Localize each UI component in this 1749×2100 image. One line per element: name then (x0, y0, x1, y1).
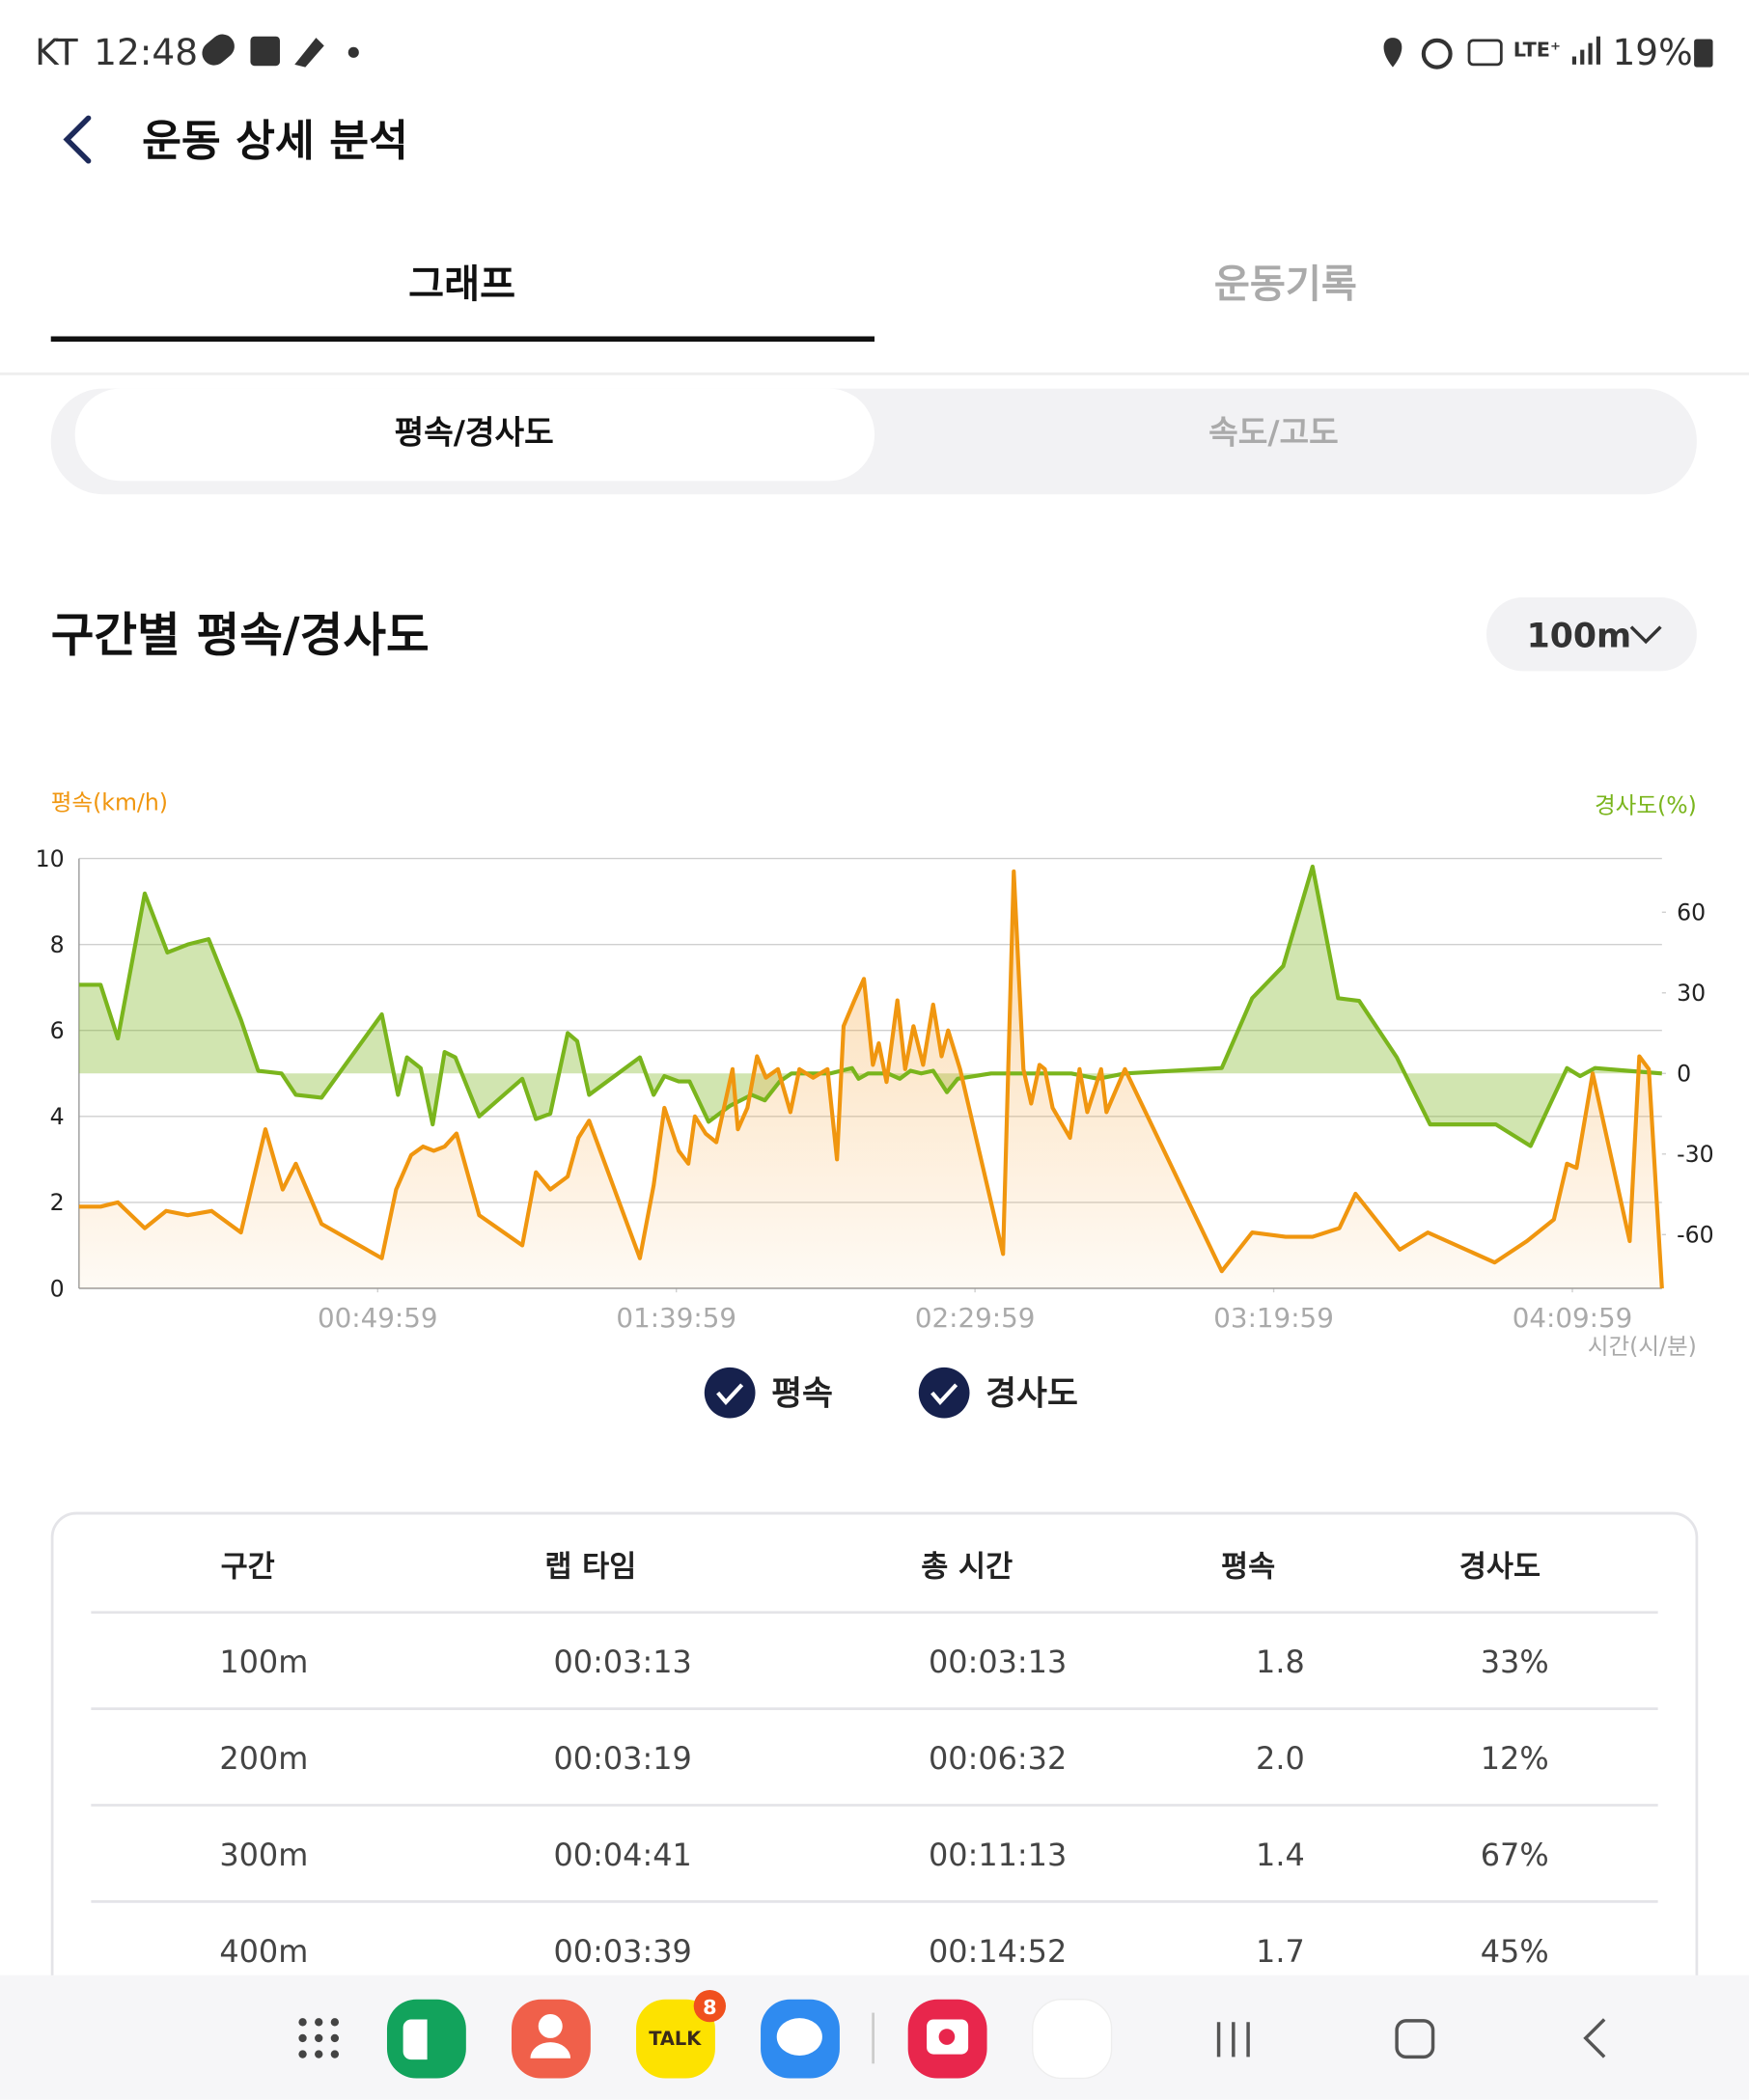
x-tick-label: 01:39:59 (616, 1302, 736, 1334)
y2-tick-label: -60 (1677, 1222, 1714, 1249)
cell: 1.8 (1256, 1644, 1305, 1680)
x-tick-label: 00:49:59 (318, 1302, 438, 1334)
cell: 1.4 (1256, 1837, 1305, 1873)
cell: 00:04:41 (554, 1837, 692, 1873)
chart: 평속(km/h) 경사도(%) 시간(시/분) 0 2 4 6 8 10 60 30 0 -30 -60 0… (36, 789, 1714, 1419)
line (78, 869, 1664, 1289)
battery-level: 19% (1612, 31, 1692, 73)
cell: 00:06:32 (929, 1740, 1067, 1777)
segment-selected (74, 388, 875, 482)
y-tick-label: 0 (50, 1275, 65, 1302)
cell: 300m (219, 1837, 308, 1873)
y-tick-label: 8 (50, 931, 65, 958)
legend-label: 평속 (771, 1375, 833, 1414)
cell: 1.7 (1256, 1933, 1305, 1970)
table: 구간 랩 타임 총 시간 평속 경사도 100m 00:03:13 00:03:13 1.8 33… (91, 1550, 1658, 1970)
y-tick-label: 6 (50, 1017, 65, 1044)
page-title: 운동 상세 분석 (142, 117, 408, 166)
clock: 12:48 (94, 31, 198, 73)
dock-separator (872, 2012, 874, 2064)
legend-label: 경사도 (986, 1375, 1078, 1414)
cell: 00:03:19 (554, 1740, 692, 1777)
y2-tick-label: -30 (1677, 1141, 1714, 1168)
cell: 67% (1481, 1837, 1549, 1873)
dropdown-arrow (1629, 625, 1662, 645)
section-title: 구간별 평속/경사도 (51, 609, 430, 663)
svg-text:LTE⁺: LTE⁺ (1513, 39, 1561, 62)
back[interactable] (1583, 2018, 1606, 2059)
cell: 400m (219, 1933, 308, 1970)
app-icon[interactable] (512, 1999, 591, 2079)
cell: 00:14:52 (929, 1933, 1067, 1970)
legend-checkmark (716, 1383, 744, 1406)
x-tick-label: 04:09:59 (1513, 1302, 1633, 1334)
legend-check (704, 1367, 756, 1419)
y2-tick-label: 30 (1677, 980, 1706, 1007)
column-header: 랩 타임 (544, 1550, 636, 1584)
app-icon[interactable] (1032, 1999, 1113, 2080)
x-tick-label: 02:29:59 (915, 1302, 1036, 1334)
cell: 45% (1481, 1933, 1549, 1970)
area (78, 870, 1662, 1288)
legend-checkmark (930, 1383, 958, 1406)
column-header: 총 시간 (921, 1550, 1013, 1584)
recent-apps[interactable] (1216, 2022, 1250, 2058)
badge (693, 1989, 726, 2023)
cell: 200m (219, 1740, 308, 1777)
dropdown-value: 100m (1527, 617, 1632, 655)
segment[interactable]: 속도/고도 (1208, 413, 1339, 451)
y2-axis-title: 경사도(%) (1595, 791, 1697, 818)
home[interactable] (1395, 2019, 1435, 2059)
x-axis-title: 시간(시/분) (1588, 1333, 1697, 1360)
y-tick-label: 2 (50, 1189, 65, 1216)
status-icons: LTE⁺ (202, 34, 1713, 69)
app-icon[interactable] (636, 1999, 715, 2079)
dropdown[interactable] (1486, 597, 1697, 672)
badge-count: 8 (703, 1996, 716, 2019)
segment[interactable]: 평속/경사도 (395, 413, 554, 451)
back-button[interactable] (63, 115, 92, 164)
divider (0, 372, 1749, 375)
y-axis-title: 평속(km/h) (51, 789, 168, 816)
y2-tick-label: 60 (1677, 899, 1706, 926)
carrier: KT (35, 31, 78, 73)
column-header: 경사도 (1459, 1550, 1541, 1584)
cell: 00:11:13 (929, 1837, 1067, 1873)
legend-check (918, 1367, 970, 1419)
talk-label: TALK (649, 2028, 702, 2050)
cell: 100m (219, 1644, 308, 1680)
area (78, 866, 1662, 1147)
x-tick-label: 03:19:59 (1213, 1302, 1334, 1334)
cell: 00:03:13 (554, 1644, 692, 1680)
app-icons (298, 1989, 1113, 2080)
app-drawer[interactable] (298, 2018, 340, 2059)
column-header: 구간 (221, 1550, 275, 1584)
tab[interactable]: 운동기록 (1214, 262, 1357, 307)
column-header: 평속 (1221, 1550, 1275, 1584)
cell: 33% (1481, 1644, 1549, 1680)
cell: 00:03:39 (554, 1933, 692, 1970)
cell: 2.0 (1256, 1740, 1305, 1777)
y-tick-label: 4 (50, 1103, 65, 1130)
tab-indicator (50, 336, 874, 343)
y-tick-label: 10 (36, 845, 65, 872)
tab[interactable]: 그래프 (408, 262, 515, 307)
y2-tick-label: 0 (1677, 1061, 1691, 1088)
cell: 12% (1481, 1740, 1549, 1777)
nav-bar (1216, 2018, 1606, 2059)
cell: 00:03:13 (929, 1644, 1067, 1680)
